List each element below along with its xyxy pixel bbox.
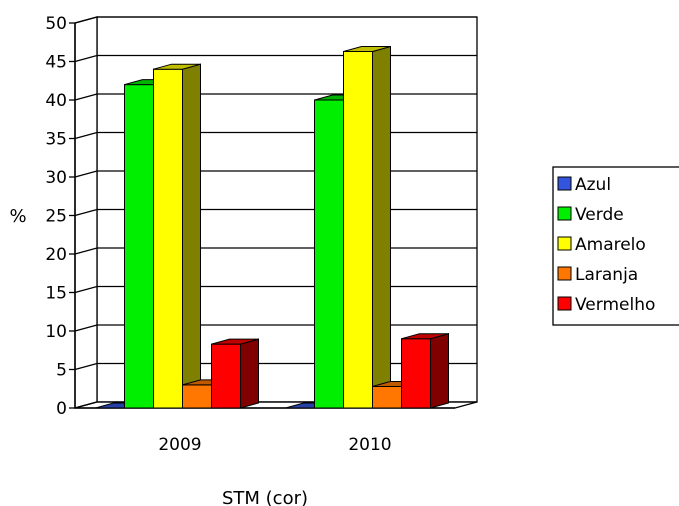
legend-swatch-vermelho	[557, 296, 572, 311]
legend-swatch-azul	[557, 176, 572, 191]
bar-front	[343, 50, 373, 409]
y-tick-label: 45	[45, 53, 67, 73]
y-tick-label: 40	[45, 91, 67, 111]
y-tick-label: 10	[45, 322, 67, 342]
y-tick-label: 5	[56, 361, 67, 381]
x-tick-label: 2009	[158, 435, 201, 455]
bar-side	[182, 63, 201, 409]
legend-label-vermelho: Vermelho	[575, 295, 655, 315]
y-tick-label: 50	[45, 14, 67, 34]
legend: Azul Verde Amarelo Laranja Vermelho	[552, 166, 679, 326]
legend-label-azul: Azul	[575, 175, 611, 195]
bar-front	[314, 99, 344, 409]
legend-label-laranja: Laranja	[575, 265, 638, 285]
y-tick-label: 25	[45, 207, 67, 227]
bar-front	[182, 384, 212, 409]
bar-top	[343, 45, 391, 52]
legend-label-verde: Verde	[575, 205, 624, 225]
bars	[95, 45, 449, 409]
y-tick-label: 0	[56, 399, 67, 419]
legend-swatch-amarelo	[557, 236, 572, 251]
y-tick-label: 15	[45, 284, 67, 304]
legend-swatch-laranja	[557, 266, 572, 281]
legend-label-amarelo: Amarelo	[575, 235, 646, 255]
bar-vermelho-2009	[211, 338, 259, 409]
y-tick-label: 30	[45, 168, 67, 188]
y-tick-labels: 0 5 10 15 20 25 30 35 40 45 50	[45, 14, 67, 419]
bar-side	[240, 338, 259, 409]
y-axis-label: %	[9, 206, 26, 227]
bar-top	[153, 63, 201, 70]
y-tick-label: 20	[45, 245, 67, 265]
gridline	[74, 16, 477, 24]
legend-box	[552, 166, 679, 326]
x-tick-label: 2010	[348, 435, 391, 455]
bar-top	[401, 333, 449, 340]
x-axis-label: STM (cor)	[222, 488, 308, 506]
bar-amarelo-2010	[343, 45, 391, 409]
bar-front	[124, 84, 154, 409]
y-tick-label: 35	[45, 130, 67, 150]
bar-front	[153, 68, 183, 409]
bar-front	[401, 338, 431, 409]
bar-side	[372, 45, 391, 409]
bar-amarelo-2009	[153, 63, 201, 409]
bar-top	[211, 338, 259, 345]
bar-front	[372, 385, 402, 409]
bar-side	[430, 333, 449, 409]
x-tick-labels: 2009 2010	[158, 435, 391, 455]
bar-vermelho-2010	[401, 333, 449, 409]
bar-front	[211, 343, 241, 409]
legend-swatch-verde	[557, 206, 572, 221]
